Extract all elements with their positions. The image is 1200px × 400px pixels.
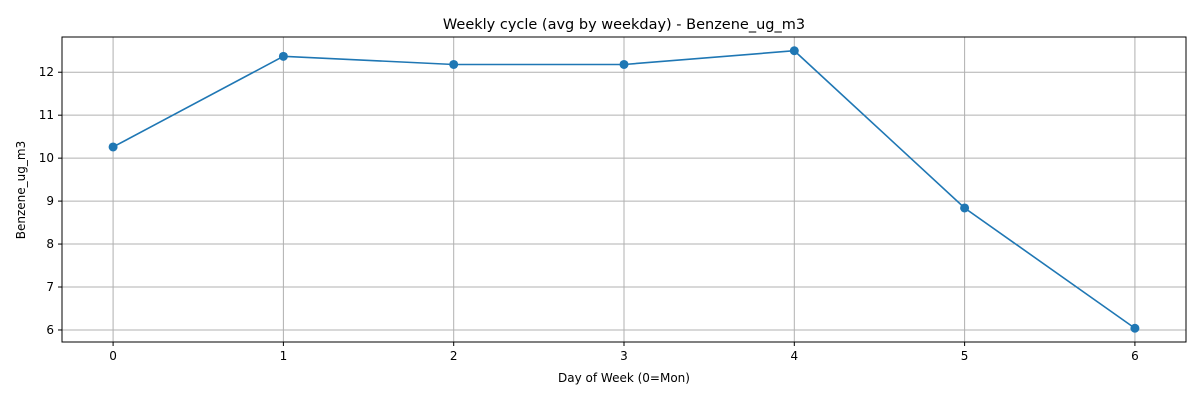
data-point: [1130, 323, 1140, 333]
y-tick-label: 7: [46, 280, 54, 294]
data-point: [449, 59, 459, 69]
x-axis-label: Day of Week (0=Mon): [558, 371, 690, 385]
x-tick-label: 1: [280, 349, 288, 363]
y-axis-label: Benzene_ug_m3: [14, 141, 28, 239]
x-tick-label: 2: [450, 349, 458, 363]
chart-title: Weekly cycle (avg by weekday) - Benzene_…: [443, 17, 805, 33]
series-layer: [108, 46, 1140, 333]
y-tick-label: 11: [39, 108, 54, 122]
x-tick-label: 4: [790, 349, 798, 363]
data-point: [960, 203, 970, 213]
x-tick-label: 6: [1131, 349, 1139, 363]
y-tick-label: 12: [39, 65, 54, 79]
y-tick-label: 8: [46, 237, 54, 251]
x-tick-label: 3: [620, 349, 628, 363]
grid-lines: [62, 37, 1186, 342]
y-tick-label: 10: [39, 151, 54, 165]
data-point: [619, 59, 629, 69]
y-tick-label: 6: [46, 323, 54, 337]
data-point: [108, 142, 118, 152]
x-tick-label: 0: [109, 349, 117, 363]
data-point: [278, 51, 288, 61]
y-tick-label: 9: [46, 194, 54, 208]
x-tick-label: 5: [961, 349, 969, 363]
data-point: [789, 46, 799, 56]
